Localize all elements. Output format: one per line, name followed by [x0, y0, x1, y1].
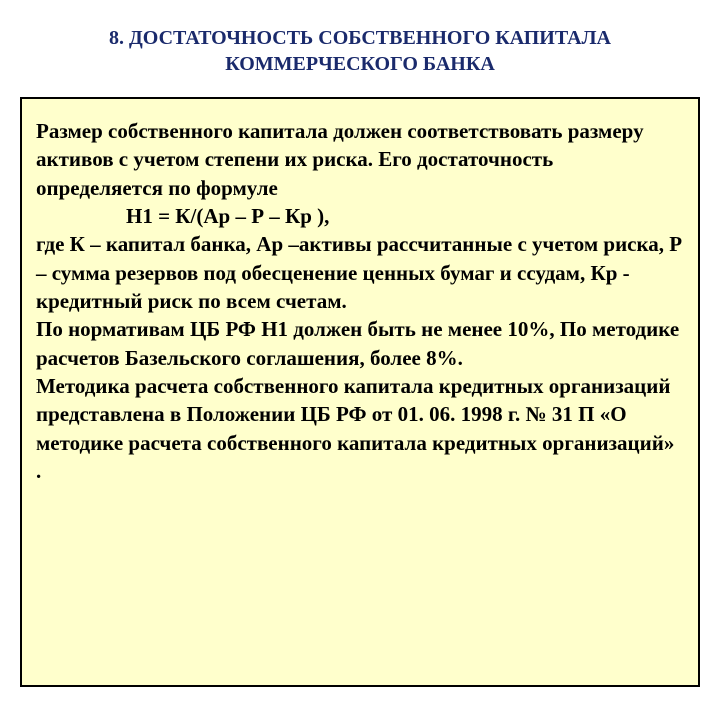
slide-container: 8. ДОСТАТОЧНОСТЬ СОБСТВЕННОГО КАПИТАЛА К… — [0, 0, 720, 712]
title-line-2: КОММЕРЧЕСКОГО БАНКА — [225, 53, 495, 75]
paragraph-1: Размер собственного капитала должен соот… — [36, 119, 644, 200]
formula: Н1 = К/(Ар – Р – Кр ), — [36, 204, 329, 228]
paragraph-4: Методика расчета собственного капитала к… — [36, 374, 674, 483]
title-line-1: 8. ДОСТАТОЧНОСТЬ СОБСТВЕННОГО КАПИТАЛА — [109, 27, 611, 49]
body-text: Размер собственного капитала должен соот… — [36, 117, 684, 485]
slide-title: 8. ДОСТАТОЧНОСТЬ СОБСТВЕННОГО КАПИТАЛА К… — [20, 25, 700, 77]
paragraph-2: где К – капитал банка, Ар –активы рассчи… — [36, 232, 682, 313]
paragraph-3: По нормативам ЦБ РФ Н1 должен быть не ме… — [36, 317, 679, 369]
content-box: Размер собственного капитала должен соот… — [20, 97, 700, 687]
